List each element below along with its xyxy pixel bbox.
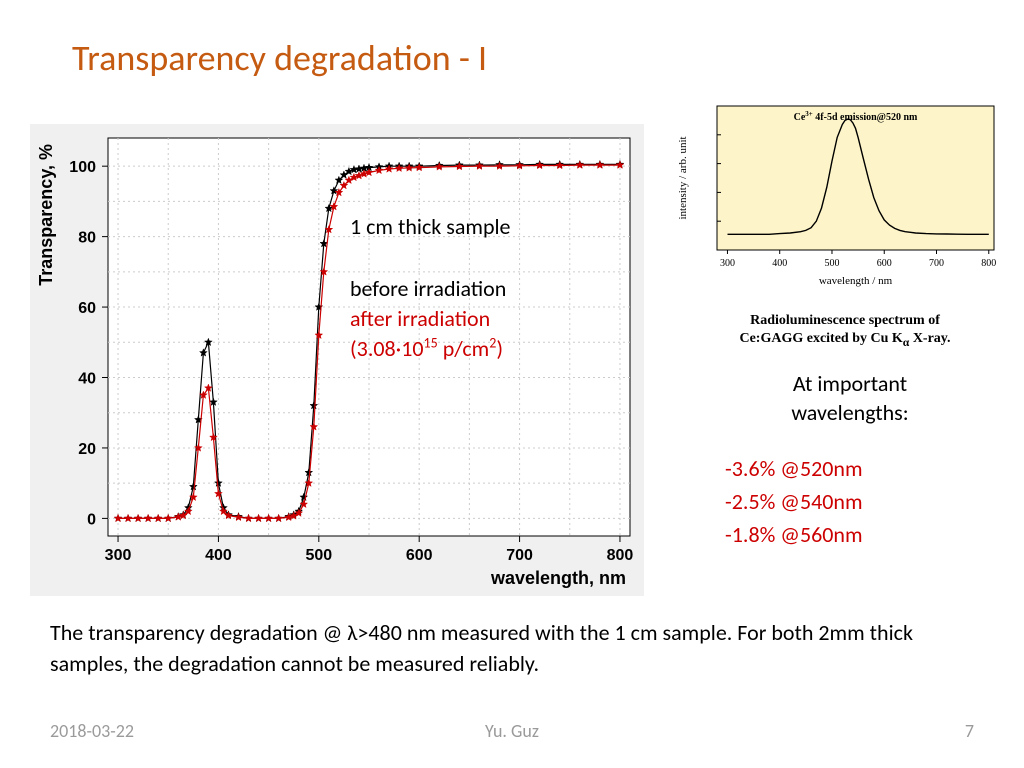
svg-text:100: 100 <box>69 159 96 176</box>
svg-text:0: 0 <box>87 511 96 528</box>
slide-title: Transparency degradation - I <box>72 36 487 80</box>
svg-text:700: 700 <box>929 258 944 269</box>
svg-text:80: 80 <box>78 230 96 247</box>
wavelength-results: -3.6% @520nm-2.5% @540nm-1.8% @560nm <box>725 452 863 551</box>
annotation-dose: (3.08·1015 p/cm2) <box>350 334 503 364</box>
svg-text:60: 60 <box>78 300 96 317</box>
body-text: The transparency degradation @ λ>480 nm … <box>50 618 980 680</box>
svg-text:Transparency, %: Transparency, % <box>36 144 56 286</box>
footer-author: Yu. Guz <box>0 720 1024 742</box>
inset-caption: Radioluminescence spectrum ofCe:GAGG exc… <box>700 312 990 350</box>
svg-text:300: 300 <box>720 258 735 269</box>
svg-text:800: 800 <box>981 258 996 269</box>
svg-text:500: 500 <box>305 547 332 564</box>
annotation-sample: 1 cm thick sample <box>350 212 511 242</box>
svg-text:800: 800 <box>607 547 634 564</box>
svg-text:500: 500 <box>824 258 839 269</box>
svg-text:300: 300 <box>105 547 132 564</box>
wavelength-header: At important wavelengths: <box>740 370 960 427</box>
svg-text:wavelength / nm: wavelength / nm <box>819 275 893 287</box>
svg-text:intensity / arb. unit: intensity / arb. unit <box>677 136 689 219</box>
svg-text:700: 700 <box>506 547 533 564</box>
svg-text:40: 40 <box>78 371 96 388</box>
svg-text:20: 20 <box>78 441 96 458</box>
annotation-after: after irradiation <box>350 304 490 334</box>
emission-spectrum-chart: 300 400 500 600 700 800 wavelength / nm intensi… <box>672 100 1002 290</box>
svg-text:600: 600 <box>406 547 433 564</box>
svg-text:400: 400 <box>205 547 232 564</box>
svg-text:wavelength, nm: wavelength, nm <box>490 568 626 588</box>
annotation-before: before irradiation <box>350 274 506 304</box>
svg-text:600: 600 <box>877 258 892 269</box>
transparency-chart: 300 400 500 600 700 800 0 20 40 60 80 100 wavelength… <box>30 124 644 596</box>
footer-page: 7 <box>965 720 974 742</box>
svg-text:400: 400 <box>772 258 787 269</box>
svg-text:Ce3+ 4f-5d emission@520 nm: Ce3+ 4f-5d emission@520 nm <box>794 110 918 123</box>
